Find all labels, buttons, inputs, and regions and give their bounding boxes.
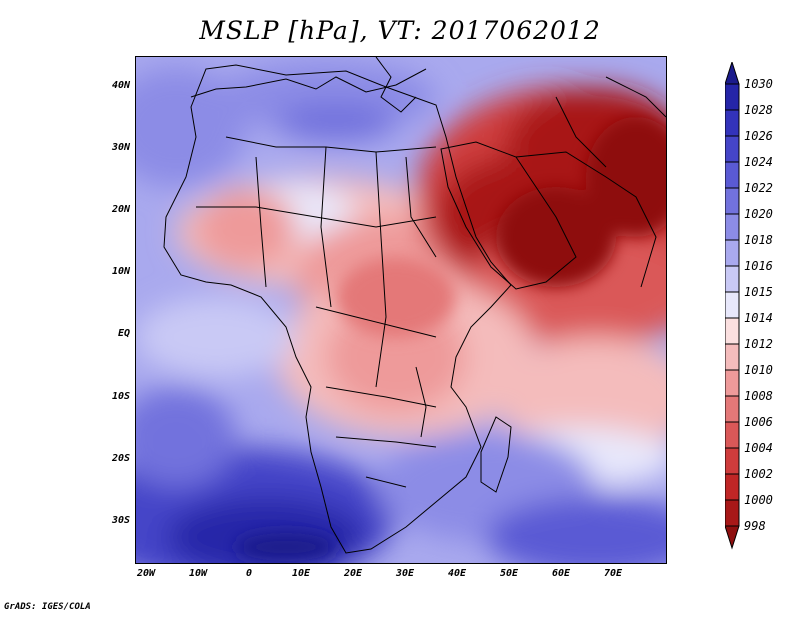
pressure-map bbox=[135, 56, 667, 564]
lon-label: 60E bbox=[551, 568, 571, 579]
legend-swatch bbox=[725, 343, 740, 371]
legend-level-label: 1004 bbox=[744, 441, 773, 455]
legend-swatch bbox=[725, 499, 740, 527]
pressure-field-svg bbox=[136, 57, 666, 563]
lon-label: 10W bbox=[188, 568, 208, 579]
legend-level-label: 1015 bbox=[744, 285, 773, 299]
legend-level-label: 1012 bbox=[744, 337, 773, 351]
legend-swatch bbox=[725, 369, 740, 397]
legend-swatch bbox=[725, 135, 740, 163]
legend-swatch bbox=[725, 291, 740, 319]
map-title: MSLP [hPa], VT: 2017062012 bbox=[199, 16, 601, 45]
legend-level-label: 1002 bbox=[744, 467, 773, 481]
lat-label: 30S bbox=[111, 515, 130, 526]
lat-label: 10S bbox=[111, 391, 130, 402]
legend-level-label: 1020 bbox=[744, 207, 773, 221]
lon-label: 20W bbox=[136, 568, 156, 579]
lat-label: EQ bbox=[117, 328, 130, 339]
legend-level-label: 1028 bbox=[744, 103, 773, 117]
lon-label: 70E bbox=[603, 568, 623, 579]
legend-level-label: 1024 bbox=[744, 155, 773, 169]
legend-level-label: 1022 bbox=[744, 181, 773, 195]
legend-level-label: 1016 bbox=[744, 259, 773, 273]
credit-text: GrADS: IGES/COLA bbox=[4, 602, 91, 612]
legend-level-label: 1014 bbox=[744, 311, 773, 325]
legend-level-label: 1000 bbox=[744, 493, 773, 507]
lon-label: 20E bbox=[343, 568, 363, 579]
legend-swatch bbox=[725, 421, 740, 449]
legend-swatch bbox=[725, 317, 740, 345]
lat-label: 40N bbox=[111, 80, 130, 91]
legend-swatch bbox=[725, 447, 740, 475]
legend-level-label: 1006 bbox=[744, 415, 773, 429]
legend-level-label: 1018 bbox=[744, 233, 773, 247]
legend-swatch bbox=[725, 161, 740, 189]
lon-label: 40E bbox=[447, 568, 467, 579]
legend-swatch bbox=[725, 83, 740, 111]
coastlines bbox=[163, 57, 666, 554]
lon-label: 10E bbox=[291, 568, 311, 579]
legend-level-label: 1026 bbox=[744, 129, 773, 143]
legend-swatch bbox=[725, 187, 740, 215]
legend-level-label: 1008 bbox=[744, 389, 773, 403]
lat-label: 30N bbox=[111, 142, 130, 153]
legend-swatch bbox=[725, 265, 740, 293]
legend-swatch bbox=[725, 395, 740, 423]
lat-label: 10N bbox=[111, 266, 130, 277]
legend-level-label: 1010 bbox=[744, 363, 773, 377]
color-legend bbox=[725, 62, 740, 550]
lat-label: 20N bbox=[111, 204, 130, 215]
legend-arrow-top bbox=[725, 62, 740, 85]
legend-swatch bbox=[725, 239, 740, 267]
pressure-shading bbox=[136, 62, 666, 563]
lon-label: 50E bbox=[499, 568, 519, 579]
legend-swatch bbox=[725, 213, 740, 241]
lat-label: 20S bbox=[111, 453, 130, 464]
legend-arrow-bottom bbox=[725, 525, 740, 550]
lon-label: 30E bbox=[395, 568, 415, 579]
lon-label: 0 bbox=[245, 568, 253, 579]
legend-level-label: 998 bbox=[744, 519, 766, 533]
legend-swatch bbox=[725, 473, 740, 501]
legend-swatch bbox=[725, 109, 740, 137]
legend-level-label: 1030 bbox=[744, 77, 773, 91]
